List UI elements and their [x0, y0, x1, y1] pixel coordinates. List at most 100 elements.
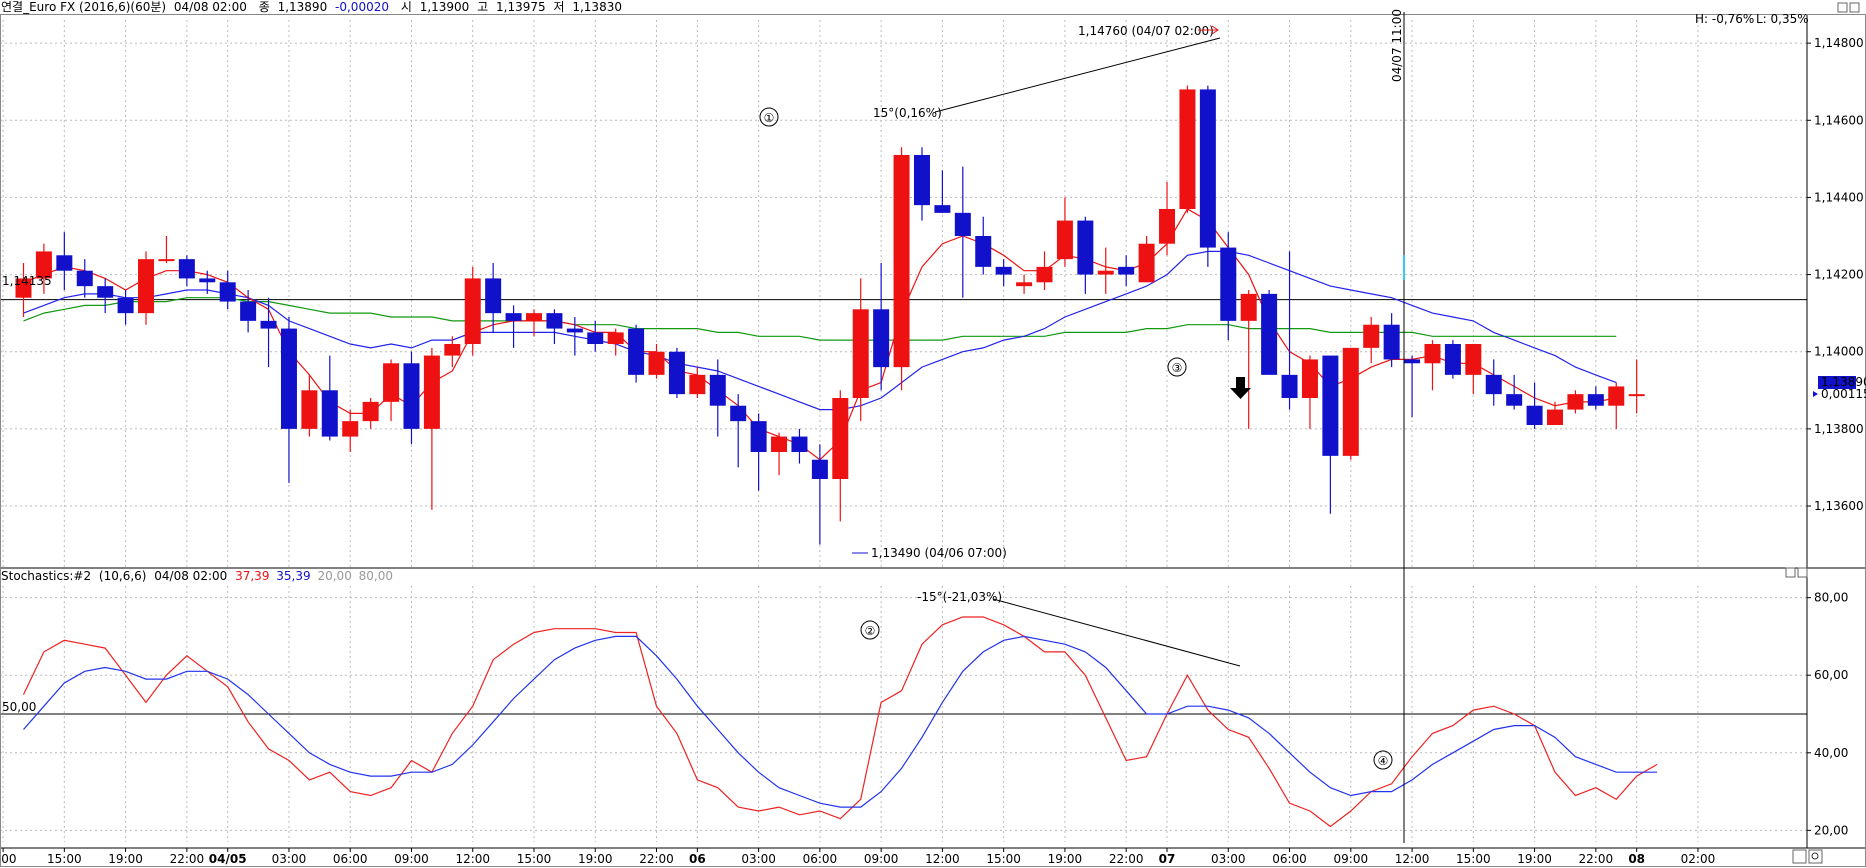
candle-body [607, 332, 624, 344]
time-tick-label: 02:00 [1681, 852, 1716, 866]
candle-body [117, 297, 134, 314]
hline-price-label: 1,14135 [2, 274, 52, 288]
candle-body [76, 270, 93, 287]
zoom-icon [1811, 852, 1819, 860]
time-tick-label: 12:00 [925, 852, 960, 866]
candle-body [689, 374, 706, 395]
time-tick-label: 09:00 [1334, 852, 1369, 866]
candle-body [260, 320, 277, 329]
candle-body [97, 286, 114, 298]
candle-body [1179, 89, 1196, 209]
circle-label-3: ③ [1172, 361, 1183, 375]
circle-label-4: ④ [1378, 754, 1389, 768]
stoch-close-button[interactable] [1797, 567, 1808, 578]
candle-body [1465, 344, 1482, 375]
candle-body [1281, 374, 1298, 398]
candle-body [56, 255, 73, 271]
last-price-box [1818, 376, 1856, 389]
zoom-button[interactable] [1808, 849, 1823, 864]
time-tick-label: 22:00 [1109, 852, 1144, 866]
time-tick-label: 09:00 [394, 852, 429, 866]
crosshair-time-label: 04/07 11:00 [1390, 9, 1404, 82]
time-tick-label: 03:00 [1211, 852, 1246, 866]
price-trendline [934, 37, 1221, 113]
last-change-label: 0,00115 [1821, 387, 1866, 401]
hl-high-label: H: -0,76% [1695, 12, 1754, 26]
candle-body [852, 309, 869, 398]
candle-body [383, 363, 400, 402]
candle-body [546, 313, 563, 329]
time-tick-label: 03:00 [741, 852, 776, 866]
candle-body [873, 309, 890, 368]
candle-body [464, 278, 481, 344]
frame: 1,14800 1,14600 1,14400 1,14200 1,14000 1,138… [0, 14, 1866, 867]
price-tick-label: 1,13600 [1814, 499, 1864, 513]
candle-body [485, 278, 502, 314]
ma-slow-line [23, 297, 1617, 341]
stoch-header: Stochastics:#2 (10,6,6) 04/08 02:00 37,3… [1, 569, 393, 583]
candle-body [1159, 209, 1176, 244]
candle-body [1261, 293, 1278, 375]
candle-body [832, 398, 849, 479]
candle-body [423, 355, 440, 429]
stoch-trendline [992, 598, 1241, 667]
draw-tool-button[interactable] [1792, 849, 1807, 864]
close-button[interactable] [1849, 2, 1860, 13]
candle-body [1608, 386, 1625, 406]
circle-label-1: ① [764, 111, 775, 125]
minimize-button[interactable] [1837, 2, 1848, 13]
time-tick-label: 07 [1159, 852, 1176, 866]
candle-body [913, 155, 930, 206]
hline-stoch-label: 50,00 [2, 700, 36, 714]
time-tick-label: 08 [1628, 852, 1645, 866]
candle-body [1036, 266, 1053, 283]
candle-body [1547, 409, 1563, 425]
grid [0, 20, 1807, 842]
candle-body [342, 421, 359, 437]
price-tick-label: 1,14600 [1814, 113, 1864, 127]
candle-body [566, 328, 583, 333]
last-price-label: 1,13890 [1821, 375, 1866, 389]
down-arrow-icon [1230, 377, 1251, 399]
high-marker-arrowhead [1211, 25, 1219, 35]
price-tick-label: 1,13800 [1814, 422, 1864, 436]
candle-body [1485, 374, 1502, 395]
candle-body [526, 313, 542, 321]
time-tick-label: 15:00 [517, 852, 552, 866]
candle-body [1506, 394, 1523, 406]
candle-body [444, 344, 461, 356]
hl-low-label: L: 0,35% [1756, 12, 1809, 26]
candle-body [1199, 89, 1216, 248]
candle-body [1628, 394, 1645, 397]
circle-marker-1 [759, 107, 779, 127]
time-tick-label: 19:00 [1517, 852, 1552, 866]
stoch-minimize-button[interactable] [1785, 567, 1796, 578]
candle-body [1301, 359, 1318, 398]
time-tick-label: 06:00 [803, 852, 838, 866]
candle-body [750, 421, 767, 452]
time-tick-label: 03:00 [272, 852, 307, 866]
time-tick-label: 19:00 [108, 852, 143, 866]
candle-body [975, 236, 992, 267]
candle-body [15, 278, 32, 298]
stoch-d-line [23, 635, 1658, 808]
candle-body [403, 363, 420, 429]
candle-body [811, 459, 828, 479]
candle-body [240, 301, 257, 321]
candle-body [628, 328, 645, 375]
stochastics-lines [22, 616, 1658, 828]
candle-body [280, 328, 297, 429]
circle-marker-4 [1373, 750, 1393, 770]
candle-body [1016, 282, 1033, 287]
candle-body [668, 351, 685, 395]
candle-body [771, 436, 788, 452]
candle-body [893, 155, 910, 368]
candle-body [505, 313, 522, 321]
price-header: 연결_Euro FX (2016,6)(60분) 04/08 02:00 종 1… [1, 0, 622, 14]
circle-marker-3 [1167, 357, 1187, 377]
candle-body [730, 405, 747, 422]
candle-body [1444, 344, 1461, 375]
candle-body [1526, 405, 1543, 425]
price-tick-label: 1,14000 [1814, 345, 1864, 359]
stoch-k-line [22, 616, 1658, 828]
